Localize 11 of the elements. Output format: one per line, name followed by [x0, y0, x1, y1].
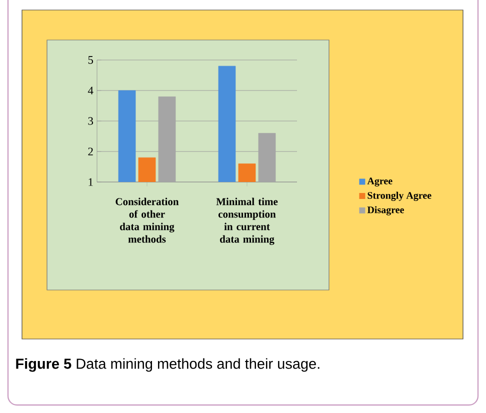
y-tick-label: 4	[88, 86, 94, 94]
y-tick-label: 2	[88, 148, 93, 156]
text: Figure 5 Data mining methods and their usage.	[16, 358, 320, 372]
x-tick-label: Consideration of other data mining methods	[116, 198, 179, 243]
legend-label: Strongly Agree	[368, 192, 432, 201]
y-tick-label: 3	[88, 117, 94, 125]
legend-label: Agree	[367, 178, 392, 186]
y-tick-label: 5	[88, 56, 94, 64]
legend-label: Disagree	[367, 206, 404, 216]
y-tick-label: 1	[88, 178, 93, 186]
x-tick-label: Minimal time consumption in current data mining	[216, 198, 278, 245]
